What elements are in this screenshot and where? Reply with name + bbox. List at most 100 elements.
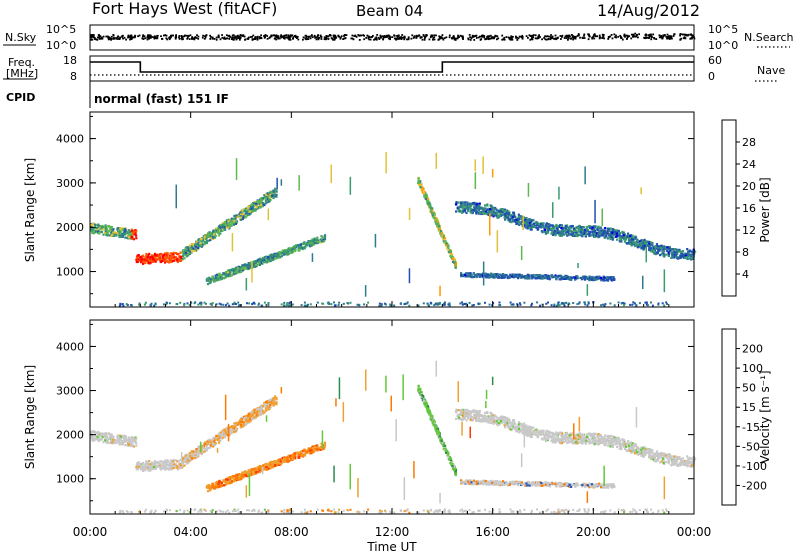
scatter-cell [357, 303, 360, 306]
scatter-cell [582, 277, 585, 280]
noise-point [363, 34, 365, 37]
noise-point [186, 37, 189, 40]
scatter-cell [631, 240, 634, 243]
scatter-cell [145, 252, 148, 256]
scatter-cell [542, 224, 545, 227]
noise-point [315, 36, 317, 39]
scatter-streak [586, 284, 589, 296]
noise-point [203, 37, 206, 40]
scatter-cell [545, 302, 548, 305]
scatter-cell [614, 233, 617, 236]
scatter-cell [467, 273, 470, 276]
noise-point [142, 38, 145, 40]
scatter-cell [151, 260, 154, 263]
scatter-cell [676, 253, 679, 256]
scatter-cell [240, 218, 243, 221]
scatter-cell [483, 209, 486, 212]
scatter-cell [687, 250, 690, 253]
scatter-cell [529, 218, 532, 221]
noise-point [632, 33, 635, 36]
noise-point [170, 34, 172, 37]
scatter-cell [196, 242, 199, 245]
noise-point [582, 37, 584, 39]
scatter-cell [437, 302, 440, 305]
scatter-cell [283, 253, 286, 256]
scatter-cell [323, 234, 327, 237]
scatter-cell [457, 201, 460, 204]
scatter-cell [548, 228, 551, 231]
scatter-cell [504, 218, 507, 221]
scatter-cell [685, 254, 688, 257]
noise-point [381, 35, 384, 38]
scatter-cell [146, 259, 149, 262]
noise-point [473, 39, 476, 41]
scatter-cell [231, 267, 234, 271]
scatter-cell [217, 273, 221, 276]
scatter-cell [475, 275, 478, 279]
scatter-cell [467, 209, 470, 212]
scatter-cell [608, 235, 611, 238]
scatter-cell [118, 235, 121, 239]
scatter-cell [130, 436, 133, 439]
noise-point [457, 34, 459, 37]
beam-title: Beam 04 [356, 2, 423, 20]
scatter-cell [497, 214, 500, 217]
scatter-cell [249, 413, 252, 416]
noise-point [91, 38, 94, 41]
scatter-cell [297, 244, 300, 247]
scatter-cell [528, 275, 531, 279]
scatter-cell [554, 232, 557, 235]
noise-point [479, 35, 481, 38]
scatter-cell [232, 223, 235, 226]
scatter-cell [204, 235, 207, 238]
noise-point [679, 34, 681, 37]
scatter-cell [147, 258, 150, 261]
noise-point [91, 34, 94, 36]
scatter-cell [441, 234, 444, 237]
scatter-cell [667, 254, 670, 258]
scatter-cell [491, 209, 494, 212]
scatter-cell [139, 255, 142, 258]
scatter-cell [272, 397, 275, 400]
scatter-cell [550, 304, 553, 307]
scatter-cell [154, 260, 157, 263]
scatter-cell [685, 252, 688, 255]
noise-point [171, 34, 174, 37]
noise-point [484, 38, 487, 41]
noise-point [112, 34, 115, 36]
scatter-cell [563, 276, 566, 279]
scatter-cell [186, 252, 189, 255]
scatter-cell [527, 223, 530, 226]
scatter-cell [175, 252, 178, 255]
scatter-cell [230, 222, 234, 225]
noise-point [96, 36, 99, 39]
scatter-cell [481, 274, 484, 277]
scatter-cell [93, 437, 96, 441]
scatter-cell [488, 303, 491, 306]
scatter-cell [551, 224, 554, 227]
scatter-cell [537, 274, 540, 277]
scatter-cell [91, 222, 94, 225]
scatter-cell [533, 225, 537, 229]
scatter-cell [632, 301, 635, 304]
noise-point [456, 37, 459, 40]
scatter-cell [275, 255, 278, 258]
scatter-cell [538, 222, 541, 226]
scatter-cell [263, 194, 266, 197]
noise-point [151, 36, 154, 38]
scatter-cell [151, 461, 154, 464]
scatter-cell [548, 278, 551, 281]
noise-point [351, 34, 354, 37]
scatter-cell [224, 276, 227, 279]
noise-point [441, 34, 444, 36]
scatter-cell [246, 264, 249, 267]
scatter-cell [468, 301, 471, 304]
scatter-cell [564, 277, 567, 280]
scatter-cell [609, 237, 612, 241]
scatter-cell [254, 208, 258, 211]
scatter-cell [662, 246, 666, 249]
scatter-cell [590, 228, 593, 231]
scatter-cell [240, 267, 243, 271]
scatter-cell [501, 209, 504, 212]
scatter-cell [434, 221, 437, 224]
